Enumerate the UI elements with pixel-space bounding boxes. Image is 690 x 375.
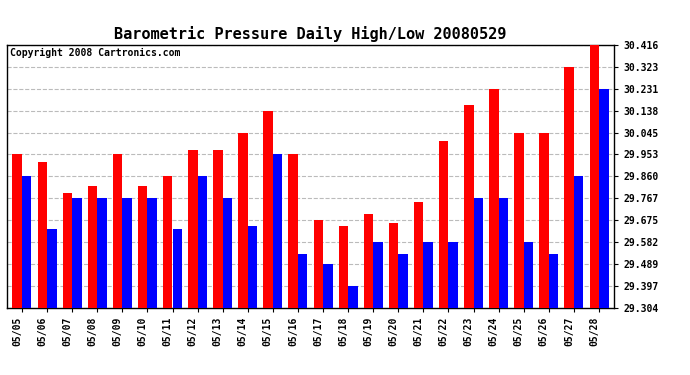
Bar	[223, 198, 233, 308]
Bar	[273, 154, 282, 308]
Bar	[564, 67, 574, 308]
Bar	[473, 198, 483, 308]
Bar	[514, 133, 524, 308]
Bar	[248, 226, 257, 308]
Bar	[388, 224, 398, 308]
Text: Copyright 2008 Cartronics.com: Copyright 2008 Cartronics.com	[10, 48, 180, 58]
Bar	[12, 154, 22, 308]
Bar	[37, 162, 47, 308]
Bar	[288, 154, 298, 308]
Bar	[574, 176, 584, 308]
Bar	[414, 202, 424, 308]
Bar	[339, 226, 348, 308]
Bar	[524, 242, 533, 308]
Bar	[373, 242, 383, 308]
Bar	[238, 133, 248, 308]
Bar	[163, 176, 172, 308]
Title: Barometric Pressure Daily High/Low 20080529: Barometric Pressure Daily High/Low 20080…	[115, 27, 506, 42]
Bar	[112, 154, 122, 308]
Bar	[323, 264, 333, 308]
Bar	[148, 198, 157, 308]
Bar	[264, 111, 273, 308]
Bar	[589, 45, 599, 308]
Bar	[298, 254, 308, 308]
Bar	[448, 242, 458, 308]
Bar	[464, 105, 473, 308]
Bar	[213, 150, 223, 308]
Bar	[22, 176, 32, 308]
Bar	[424, 242, 433, 308]
Bar	[398, 254, 408, 308]
Bar	[364, 214, 373, 308]
Bar	[63, 193, 72, 308]
Bar	[122, 198, 132, 308]
Bar	[197, 176, 207, 308]
Bar	[439, 141, 449, 308]
Bar	[88, 186, 97, 308]
Bar	[138, 186, 148, 308]
Bar	[599, 88, 609, 308]
Bar	[348, 285, 357, 308]
Bar	[172, 230, 182, 308]
Bar	[499, 198, 509, 308]
Bar	[313, 220, 323, 308]
Bar	[549, 254, 558, 308]
Bar	[97, 198, 107, 308]
Bar	[489, 88, 499, 308]
Bar	[72, 198, 81, 308]
Bar	[188, 150, 197, 308]
Bar	[47, 230, 57, 308]
Bar	[540, 133, 549, 308]
